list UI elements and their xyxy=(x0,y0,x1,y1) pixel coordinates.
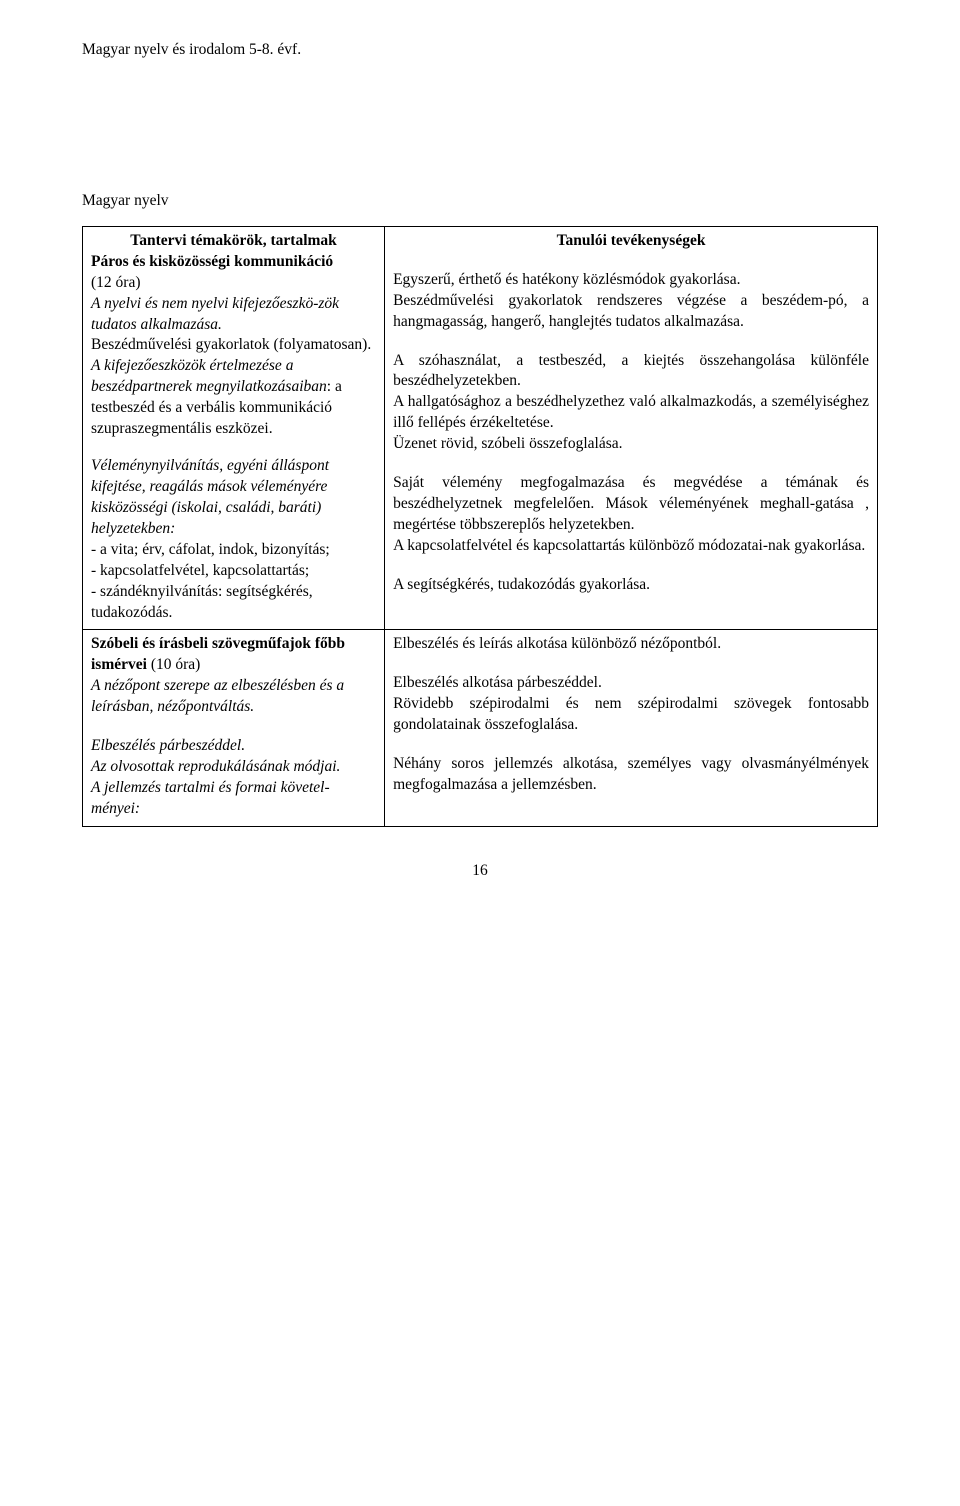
topic-bullet: - a vita; érv, cáfolat, indok, bizonyítá… xyxy=(91,540,376,561)
cell-left: Tantervi témakörök, tartalmak Páros és k… xyxy=(83,226,385,630)
table-row: Tantervi témakörök, tartalmak Páros és k… xyxy=(83,226,878,630)
section-title: Magyar nyelv xyxy=(82,191,878,212)
activity-line: Néhány soros jellemzés alkotása, személy… xyxy=(393,754,869,796)
topic-line: A nézőpont szerepe az elbeszélésben és a… xyxy=(91,677,344,715)
activity-line: A szóhasználat, a testbeszéd, a kiejtés … xyxy=(393,351,869,393)
activity-line: A segítségkérés, tudakozódás gyakorlása. xyxy=(393,575,869,596)
activity-line: Beszédművelési gyakorlatok rendszeres vé… xyxy=(393,291,869,333)
activity-line: Saját vélemény megfogalmazása és megvédé… xyxy=(393,473,869,536)
activity-line: A hallgatósághoz a beszédhelyzethez való… xyxy=(393,392,869,434)
topic-hours: (12 óra) xyxy=(91,273,376,294)
topic-line: Az olvosottak reprodukálásának módjai. xyxy=(91,758,340,775)
cell-right: Tanulói tevékenységek Egyszerű, érthető … xyxy=(385,226,878,630)
topic-line: A kifejezőeszközök értelmezése a beszédp… xyxy=(91,356,376,440)
activity-line: Rövidebb szépirodalmi és nem szépirodalm… xyxy=(393,694,869,736)
activity-line: Elbeszélés és leírás alkotása különböző … xyxy=(393,634,869,655)
curriculum-table: Tantervi témakörök, tartalmak Páros és k… xyxy=(82,226,878,827)
topic-line: A jellemzés tartalmi és formai követel-m… xyxy=(91,779,330,817)
topic-line: Elbeszélés párbeszéddel. xyxy=(91,737,245,754)
activity-line: Egyszerű, érthető és hatékony közlésmódo… xyxy=(393,270,869,291)
column-header-right: Tanulói tevékenységek xyxy=(393,231,869,252)
topic-line: A nyelvi és nem nyelvi kifejezőeszkö-zök… xyxy=(91,295,339,333)
page-number: 16 xyxy=(82,861,878,882)
topic-line: Beszédművelési gyakorlatok (folyamatosan… xyxy=(91,335,376,356)
column-header-left: Tantervi témakörök, tartalmak xyxy=(91,231,376,252)
topic-title: Páros és kisközösségi kommunikáció xyxy=(91,253,333,270)
activity-line: Elbeszélés alkotása párbeszéddel. xyxy=(393,673,869,694)
cell-left: Szóbeli és írásbeli szövegműfajok főbb i… xyxy=(83,630,385,826)
activity-line: Üzenet rövid, szóbeli összefoglalása. xyxy=(393,434,869,455)
topic-title: Szóbeli és írásbeli szövegműfajok főbb i… xyxy=(91,634,376,676)
topic-bullet: - kapcsolatfelvétel, kapcsolattartás; xyxy=(91,561,376,582)
cell-right: Elbeszélés és leírás alkotása különböző … xyxy=(385,630,878,826)
table-row: Szóbeli és írásbeli szövegműfajok főbb i… xyxy=(83,630,878,826)
activity-line: A kapcsolatfelvétel és kapcsolattartás k… xyxy=(393,536,869,557)
topic-line: Véleménynyilvánítás, egyéni álláspont ki… xyxy=(91,457,329,537)
running-header: Magyar nyelv és irodalom 5-8. évf. xyxy=(82,40,878,61)
topic-bullet: - szándéknyilvánítás: segítségkérés, tud… xyxy=(91,582,376,624)
